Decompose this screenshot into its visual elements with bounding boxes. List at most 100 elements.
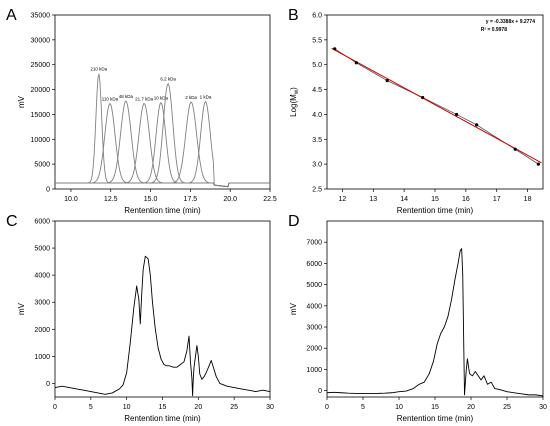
y-tick-label: 10000 xyxy=(31,137,51,144)
y-tick-label: 3.0 xyxy=(312,162,322,169)
x-axis-label: Rentention time (min) xyxy=(397,414,474,423)
x-tick-label: 17.5 xyxy=(184,196,198,203)
y-tick-label: 6000 xyxy=(34,219,50,226)
x-tick-label: 20 xyxy=(194,404,202,411)
y-tick-label: 35000 xyxy=(31,13,51,20)
y-tick-label: 7000 xyxy=(306,240,322,247)
y-axis-label: mV xyxy=(17,95,26,108)
fit-r-squared: R² = 0.9978 xyxy=(481,27,507,33)
x-tick-label: 15 xyxy=(159,404,167,411)
plot-frame xyxy=(326,220,544,398)
data-point xyxy=(421,95,425,100)
y-tick-label: 2000 xyxy=(306,346,322,353)
x-tick-label: 0 xyxy=(325,404,329,411)
panel-d: 0 5 10 15 20 25 30 0 1000 2000 3000 4000 5000 6000 700… xyxy=(288,213,547,423)
data-point xyxy=(475,123,479,127)
y-axis-label-subscript: w xyxy=(294,89,300,95)
x-tick-label: 16 xyxy=(462,196,470,203)
y-axis-label-main: Log(M xyxy=(289,94,298,117)
x-tick-label: 10.0 xyxy=(64,196,78,203)
plot-frame xyxy=(54,220,271,398)
y-tick-label: 1000 xyxy=(306,367,322,374)
x-axis-label: Rentention time (min) xyxy=(397,206,474,215)
data-point xyxy=(333,47,337,51)
calibration-peak-trace xyxy=(55,101,270,188)
x-tick-label: 15 xyxy=(431,404,439,411)
data-point xyxy=(385,79,389,83)
peak-label: 110 kDa xyxy=(102,96,119,101)
peak-label: 1 kDa xyxy=(200,95,212,100)
x-tick-label: 10 xyxy=(123,404,131,411)
data-point xyxy=(513,147,517,151)
y-tick-label: 0 xyxy=(318,388,322,395)
x-axis-label: Rentention time (min) xyxy=(124,414,201,423)
x-tick-label: 15 xyxy=(431,196,439,203)
y-tick-label: 2.5 xyxy=(312,187,322,194)
y-tick-label: 6.0 xyxy=(312,13,322,20)
data-point xyxy=(536,162,540,166)
x-tick-label: 25 xyxy=(230,404,238,411)
y-tick-label: 5.5 xyxy=(312,37,322,44)
plot-frame xyxy=(326,14,544,190)
panel-c: 0 5 10 15 20 25 30 0 1000 2000 3000 4000 5000 6000 Ren… xyxy=(6,213,274,423)
x-tick-label: 5 xyxy=(89,404,93,411)
y-tick-label: 0 xyxy=(46,187,50,194)
y-tick-label: 0 xyxy=(46,381,50,388)
plot-frame xyxy=(54,14,271,190)
x-tick-label: 20.0 xyxy=(223,196,237,203)
x-tick-label: 0 xyxy=(53,404,57,411)
x-tick-label: 5 xyxy=(361,404,365,411)
peak-label: 21.7 kDa xyxy=(135,96,154,101)
x-tick-label: 12 xyxy=(339,196,347,203)
x-tick-label: 25 xyxy=(503,404,511,411)
y-tick-label: 5000 xyxy=(306,282,322,289)
calibration-peak-trace xyxy=(55,100,270,188)
peak-label: 10 kDa xyxy=(154,95,169,100)
x-tick-label: 10 xyxy=(395,404,403,411)
y-tick-label: 5.0 xyxy=(312,62,322,69)
y-tick-label: 3.5 xyxy=(312,137,322,144)
y-tick-label: 1000 xyxy=(34,354,50,361)
calibration-peak-trace xyxy=(55,102,270,188)
y-tick-label: 4.0 xyxy=(312,112,322,119)
y-tick-label: 3000 xyxy=(306,325,322,332)
calibration-peak-trace xyxy=(55,100,270,188)
x-tick-label: 30 xyxy=(266,404,274,411)
chromatogram-trace xyxy=(326,248,544,397)
panel-a: 10.0 12.5 15.0 17.5 20.0 22.5 0 5000 10000 15000 2… xyxy=(6,7,277,215)
x-axis-label: Rentention time (min) xyxy=(124,206,201,215)
y-tick-label: 4000 xyxy=(34,273,50,280)
y-axis-label-close: ) xyxy=(289,87,298,90)
x-tick-label: 15.0 xyxy=(144,196,158,203)
x-tick-label: 13 xyxy=(369,196,377,203)
peak-label: 48 kDa xyxy=(119,94,134,99)
panel-label: C xyxy=(6,213,18,230)
fit-line xyxy=(331,47,542,164)
y-tick-label: 3000 xyxy=(34,300,50,307)
x-tick-label: 12.5 xyxy=(104,196,118,203)
x-tick-label: 18 xyxy=(524,196,532,203)
y-tick-label: 30000 xyxy=(31,37,51,44)
y-tick-label: 5000 xyxy=(34,246,50,253)
y-tick-label: 20000 xyxy=(31,87,51,94)
fit-equation: y = -0.3388x + 9.2774 xyxy=(486,19,535,25)
calibration-peak-trace xyxy=(55,102,270,188)
x-tick-label: 14 xyxy=(400,196,408,203)
data-point xyxy=(455,112,459,117)
x-tick-label: 20 xyxy=(467,404,475,411)
panel-b: 12 13 14 15 16 17 18 2.5 3.0 3.5 4.0 4.5 5.0 5.5 6.0 Re… xyxy=(288,7,544,215)
y-tick-label: 25000 xyxy=(31,62,51,69)
y-tick-label: 4.5 xyxy=(312,87,322,94)
panel-label: A xyxy=(6,7,17,24)
y-tick-label: 4000 xyxy=(306,303,322,310)
chromatogram-trace xyxy=(54,255,271,397)
y-tick-label: 5000 xyxy=(34,162,50,169)
panel-label: D xyxy=(288,213,300,230)
y-tick-label: 2000 xyxy=(34,327,50,334)
peak-label: 210 kDa xyxy=(90,67,107,72)
x-tick-label: 30 xyxy=(539,404,547,411)
y-axis-label: Log(Mw) xyxy=(289,87,300,117)
y-axis-label: mV xyxy=(17,302,26,315)
panel-label: B xyxy=(288,7,299,24)
